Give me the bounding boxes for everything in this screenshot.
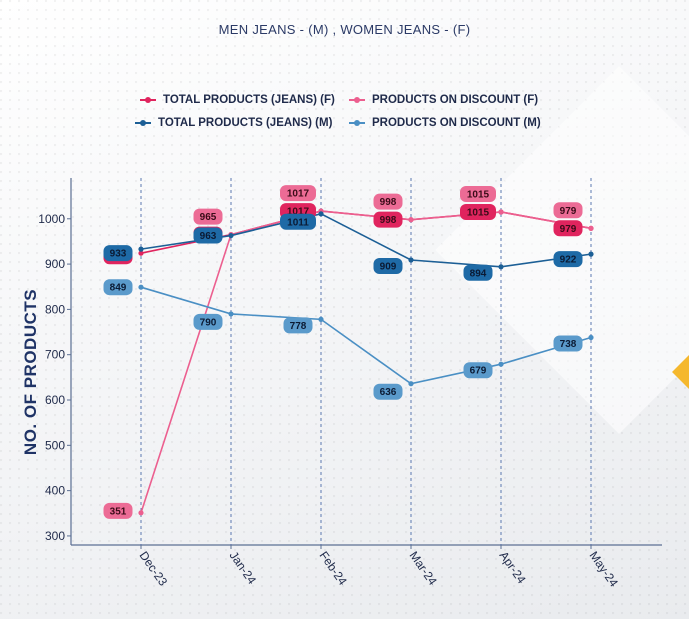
- data-label: 636: [380, 387, 397, 398]
- data-label-box: [193, 208, 223, 225]
- data-point: [318, 316, 324, 322]
- data-label: 909: [380, 262, 397, 273]
- y-tick-label: 300: [45, 529, 65, 543]
- data-label-box: [553, 251, 583, 268]
- legend-item-total-f[interactable]: TOTAL PRODUCTS (JEANS) (F): [140, 94, 335, 106]
- data-point: [138, 510, 144, 516]
- data-label-box: [553, 202, 583, 219]
- legend-item-discount-m[interactable]: PRODUCTS ON DISCOUNT (M): [349, 117, 541, 129]
- y-tick-label: 500: [45, 438, 65, 452]
- data-point: [498, 209, 504, 215]
- data-label: 849: [110, 283, 127, 294]
- data-point: [498, 264, 504, 270]
- data-label: 778: [290, 321, 307, 332]
- data-point: [138, 246, 144, 252]
- data-label: 679: [470, 366, 487, 377]
- series-line-3: [140, 286, 592, 385]
- y-axis-label: NO. OF PRODUCTS: [21, 289, 40, 455]
- legend-marker: [140, 95, 156, 105]
- data-label-box: [463, 362, 493, 379]
- data-point: [228, 232, 234, 239]
- data-label: 790: [200, 317, 217, 328]
- data-point: [138, 250, 144, 256]
- data-point: [408, 381, 414, 387]
- data-label-box: [283, 317, 313, 334]
- data-point: [588, 251, 594, 257]
- data-label: 894: [470, 268, 487, 279]
- legend-item-total-m[interactable]: TOTAL PRODUCTS (JEANS) (M): [135, 117, 332, 129]
- data-label-box: [373, 193, 403, 210]
- legend-label: TOTAL PRODUCTS (JEANS) (M): [158, 117, 333, 129]
- data-label-box: [373, 211, 403, 228]
- legend-marker: [349, 118, 365, 128]
- legend-item-discount-f[interactable]: PRODUCTS ON DISCOUNT (F): [349, 94, 538, 106]
- data-label-box: [373, 383, 403, 400]
- data-label: 979: [560, 206, 577, 217]
- data-label-box: [460, 185, 496, 202]
- data-label-box: [280, 185, 316, 202]
- data-label: 965: [200, 212, 217, 223]
- data-point: [588, 225, 594, 231]
- data-point: [498, 361, 504, 367]
- data-point: [588, 334, 594, 341]
- x-tick-label: Dec-23: [137, 549, 171, 589]
- data-point: [138, 284, 144, 290]
- data-label-box: [103, 502, 133, 519]
- y-tick-label: 700: [45, 348, 65, 362]
- data-label-box: [193, 313, 223, 330]
- data-label-box: [553, 220, 583, 237]
- x-tick-label: Feb-24: [317, 549, 350, 588]
- x-tick-label: Apr-24: [497, 549, 529, 587]
- data-label: 933: [110, 249, 127, 260]
- data-label: 1011: [287, 217, 309, 228]
- data-label: 1015: [467, 189, 490, 200]
- y-tick-label: 900: [45, 257, 65, 271]
- data-label-box: [460, 203, 496, 220]
- x-tick-label: Mar-24: [407, 549, 440, 588]
- legend-label: PRODUCTS ON DISCOUNT (F): [372, 94, 539, 106]
- data-label: 351: [110, 506, 127, 517]
- data-label-box: [103, 279, 133, 296]
- data-label: 998: [380, 197, 397, 208]
- data-label-box: [280, 213, 316, 230]
- data-label: 979: [560, 224, 577, 235]
- data-label: 922: [560, 255, 577, 266]
- legend-marker: [349, 95, 365, 105]
- data-label: 738: [560, 339, 577, 350]
- data-label: 1017: [287, 189, 310, 200]
- data-label: 1017: [287, 207, 310, 218]
- data-label-box: [373, 258, 403, 275]
- chart-title: MEN JEANS - (M) , WOMEN JEANS - (F): [218, 22, 471, 37]
- x-tick-label: May-24: [587, 549, 622, 590]
- data-point: [228, 311, 234, 317]
- data-label-box: [193, 227, 223, 244]
- data-point: [318, 211, 324, 217]
- data-point: [408, 257, 414, 263]
- legend-label: PRODUCTS ON DISCOUNT (M): [372, 117, 541, 129]
- data-label-box: [553, 335, 583, 352]
- series-line-1: [140, 210, 592, 514]
- legend-label: TOTAL PRODUCTS (JEANS) (F): [163, 94, 335, 106]
- data-label-box: [463, 264, 493, 281]
- legend-marker: [135, 118, 151, 128]
- y-tick-label: 600: [45, 393, 65, 407]
- data-label-box: [103, 245, 133, 262]
- data-point: [408, 217, 414, 223]
- data-label: 998: [380, 215, 397, 226]
- y-tick-label: 1000: [38, 212, 65, 226]
- y-tick-label: 800: [45, 302, 65, 316]
- data-label: 963: [200, 231, 217, 242]
- data-label: 1015: [467, 207, 490, 218]
- x-tick-label: Jan-24: [227, 549, 260, 587]
- y-tick-label: 400: [45, 484, 65, 498]
